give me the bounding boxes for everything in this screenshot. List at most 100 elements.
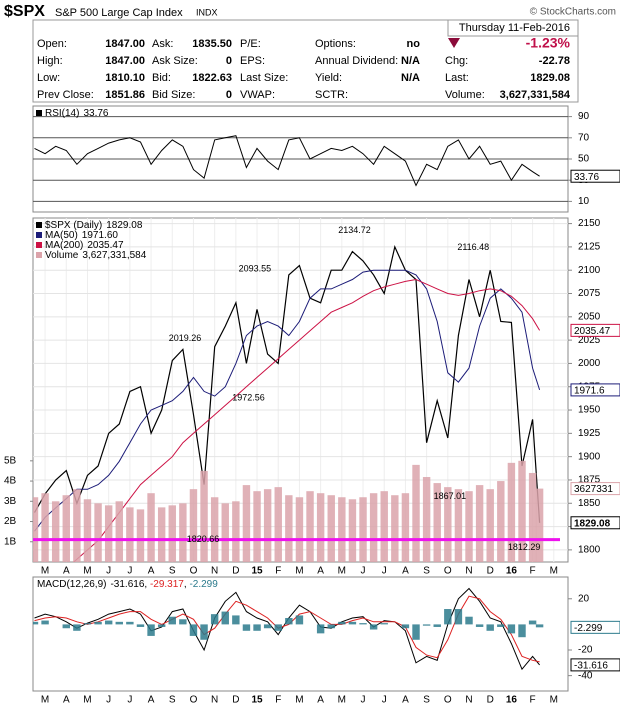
bar (444, 487, 452, 562)
value-box (570, 516, 620, 530)
legend-separator: , (144, 579, 150, 590)
bar (263, 489, 272, 562)
plot-area (33, 218, 568, 562)
bar (189, 624, 198, 636)
x-tick-label: N (465, 566, 472, 577)
date-box (447, 19, 579, 37)
x-tick-label: A (63, 695, 70, 706)
y-tick-label: -20 (578, 645, 593, 656)
quote-value: 1829.08 (530, 72, 570, 84)
quote-label: EPS: (240, 55, 265, 67)
quote-value: 1847.00 (105, 55, 145, 67)
bar (200, 470, 208, 562)
bar (528, 620, 537, 625)
quote-value: 1822.63 (192, 72, 232, 84)
x-tick-label: F (530, 695, 536, 706)
legend-entry: $SPX (Daily) 1829.08 (45, 220, 143, 231)
bar (348, 621, 357, 625)
symbol: $SPX (4, 3, 45, 20)
x-tick-label: M (295, 566, 303, 577)
bar (412, 624, 420, 640)
value-box (570, 658, 620, 672)
bar (285, 495, 293, 562)
quote-value: 0 (226, 89, 232, 101)
bar (83, 499, 92, 562)
y-tick-label: 2050 (578, 311, 601, 322)
x-tick-label: J (361, 566, 366, 577)
low-annotation: 1867.01 (434, 491, 467, 501)
bar (295, 615, 304, 625)
bar (369, 624, 378, 630)
bar (535, 488, 544, 562)
bar (253, 491, 261, 562)
bar (221, 503, 229, 562)
x-tick-label: M (41, 566, 49, 577)
x-tick-label: J (106, 566, 111, 577)
bar (391, 495, 399, 562)
bar (242, 624, 251, 631)
high-annotation: 2116.48 (457, 242, 489, 252)
series-line (33, 245, 541, 523)
bar (497, 481, 505, 562)
value-box-label: 3627331 (574, 484, 613, 495)
y-tick-label: 1900 (578, 451, 601, 462)
bar (274, 624, 282, 631)
y-tick-label: 1850 (578, 498, 601, 509)
bar (33, 621, 39, 625)
x-tick-label: M (550, 695, 558, 706)
quote-value: 1835.50 (192, 38, 232, 50)
bar (528, 472, 537, 562)
value-box (570, 169, 620, 183)
bar (179, 503, 187, 562)
plot-area (33, 116, 568, 202)
x-tick-label: D (232, 695, 239, 706)
x-tick-label: M (338, 566, 346, 577)
quote-label: Last: (445, 72, 469, 84)
legend-swatch (36, 252, 42, 258)
quote-label: Chg: (445, 55, 468, 67)
x-tick-label: J (127, 695, 132, 706)
bar (115, 501, 123, 562)
legend-entry: MA(50) 1971.60 (45, 230, 118, 241)
quote-value: no (407, 38, 421, 50)
y-tick-label: 2100 (578, 265, 601, 276)
quote-label: Bid Size: (152, 89, 195, 101)
legend-name: MA(200) (45, 240, 83, 251)
legend-swatch (36, 242, 42, 248)
quote-box (32, 19, 579, 103)
value-box (570, 323, 620, 337)
symbol-name: S&P 500 Large Cap Index (55, 7, 183, 19)
bar (94, 503, 102, 562)
bar (422, 477, 431, 562)
panel-frame (32, 576, 569, 692)
quote-value: 1810.10 (105, 72, 145, 84)
high-annotation: 2019.26 (169, 333, 202, 343)
bar (327, 624, 335, 629)
x-tick-label: D (487, 566, 494, 577)
legend: MACD(12,26,9) -31.616, -29.317, -2.299 (37, 579, 218, 590)
x-tick-label: F (275, 695, 281, 706)
bar (94, 621, 102, 625)
y-tick-label: 20 (578, 593, 590, 604)
bar (380, 623, 388, 625)
quote-label: Options: (315, 38, 356, 50)
bar (147, 493, 155, 562)
bar (189, 489, 198, 562)
quote-label: Ask: (152, 38, 173, 50)
date: Thursday 11-Feb-2016 (459, 22, 570, 34)
bar (316, 624, 325, 634)
quote-label: Yield: (315, 72, 342, 84)
down-arrow (448, 38, 460, 48)
x-tick-label: O (190, 695, 198, 706)
bar (518, 460, 526, 562)
x-tick-label: A (63, 566, 70, 577)
x-tick-label: S (169, 695, 176, 706)
bar (316, 493, 325, 562)
y-tick-label: 2025 (578, 335, 601, 346)
bar (486, 489, 494, 562)
y-tick-label: 10 (578, 196, 590, 207)
y-tick-label: 2150 (578, 218, 601, 229)
x-tick-label: A (402, 566, 409, 577)
bar (359, 623, 367, 625)
